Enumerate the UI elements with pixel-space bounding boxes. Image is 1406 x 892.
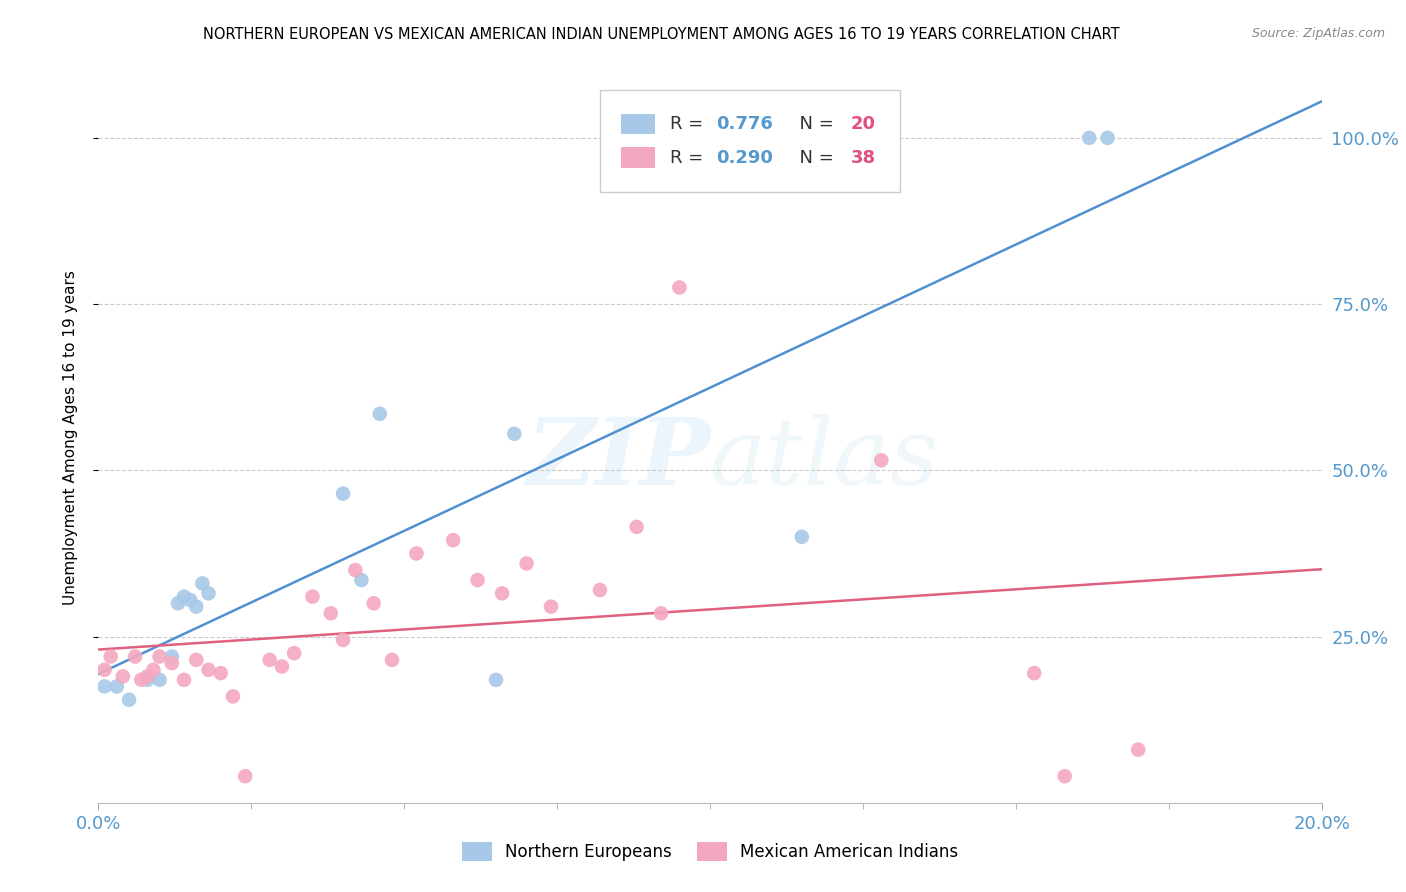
Point: [626, 520, 648, 534]
Point: [870, 453, 893, 467]
Point: [93, 663, 115, 677]
Point: [197, 663, 219, 677]
Text: 20: 20: [851, 115, 876, 133]
Point: [160, 649, 183, 664]
Point: [179, 593, 201, 607]
Point: [1097, 131, 1119, 145]
Point: [191, 576, 214, 591]
FancyBboxPatch shape: [620, 147, 655, 168]
Point: [650, 607, 672, 621]
Point: [589, 582, 612, 597]
Point: [1024, 666, 1046, 681]
Text: ZIP: ZIP: [526, 414, 710, 504]
Point: [136, 673, 159, 687]
Text: R =: R =: [669, 115, 709, 133]
Point: [259, 653, 281, 667]
Point: [186, 653, 208, 667]
Text: atlas: atlas: [710, 414, 939, 504]
Point: [160, 656, 183, 670]
Text: N =: N =: [789, 115, 839, 133]
Point: [441, 533, 464, 548]
Text: 0.290: 0.290: [716, 149, 773, 167]
Legend: Northern Europeans, Mexican American Indians: Northern Europeans, Mexican American Ind…: [456, 835, 965, 868]
Point: [467, 573, 489, 587]
Point: [319, 607, 342, 621]
Point: [100, 649, 122, 664]
Point: [186, 599, 208, 614]
Point: [167, 596, 190, 610]
Point: [1078, 131, 1101, 145]
Point: [222, 690, 245, 704]
Point: [790, 530, 813, 544]
Text: NORTHERN EUROPEAN VS MEXICAN AMERICAN INDIAN UNEMPLOYMENT AMONG AGES 16 TO 19 YE: NORTHERN EUROPEAN VS MEXICAN AMERICAN IN…: [202, 27, 1119, 42]
Point: [491, 586, 513, 600]
Point: [129, 673, 152, 687]
Point: [381, 653, 404, 667]
Point: [93, 680, 115, 694]
Point: [503, 426, 526, 441]
Point: [350, 573, 373, 587]
FancyBboxPatch shape: [600, 90, 900, 192]
Text: 0.776: 0.776: [716, 115, 773, 133]
Point: [368, 407, 391, 421]
Point: [149, 673, 172, 687]
Text: R =: R =: [669, 149, 709, 167]
Point: [301, 590, 323, 604]
Point: [124, 649, 146, 664]
Text: 38: 38: [851, 149, 876, 167]
Point: [516, 557, 538, 571]
Point: [270, 659, 292, 673]
Point: [173, 590, 195, 604]
Point: [149, 649, 172, 664]
Point: [344, 563, 367, 577]
Point: [118, 692, 141, 706]
Point: [105, 680, 128, 694]
Point: [668, 280, 690, 294]
Point: [142, 663, 165, 677]
Point: [363, 596, 385, 610]
Point: [136, 669, 159, 683]
Point: [332, 486, 354, 500]
Point: [1053, 769, 1076, 783]
Point: [233, 769, 256, 783]
Point: [485, 673, 508, 687]
Point: [1128, 742, 1150, 756]
FancyBboxPatch shape: [620, 114, 655, 135]
Point: [540, 599, 562, 614]
Y-axis label: Unemployment Among Ages 16 to 19 years: Unemployment Among Ages 16 to 19 years: [63, 269, 77, 605]
Point: [405, 546, 427, 560]
Point: [173, 673, 195, 687]
Point: [209, 666, 232, 681]
Point: [283, 646, 305, 660]
Point: [111, 669, 134, 683]
Text: Source: ZipAtlas.com: Source: ZipAtlas.com: [1251, 27, 1385, 40]
Point: [197, 586, 219, 600]
Text: N =: N =: [789, 149, 839, 167]
Point: [332, 632, 354, 647]
